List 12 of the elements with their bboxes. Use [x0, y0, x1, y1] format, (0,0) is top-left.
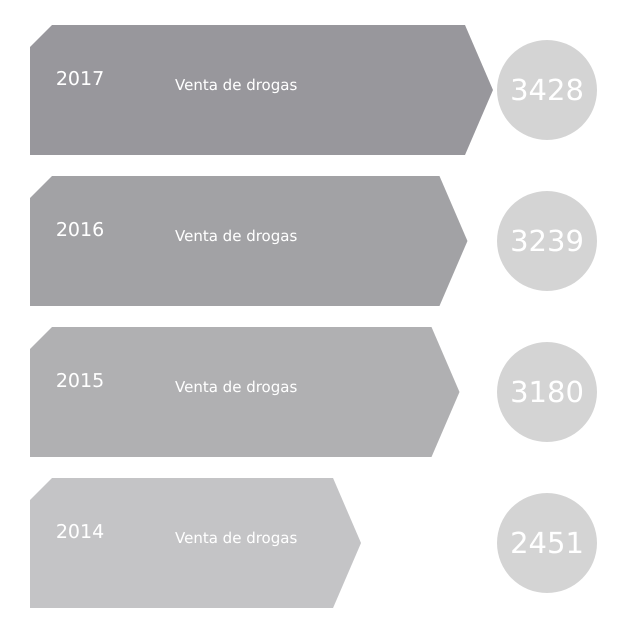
y-tick-label: 2016	[56, 219, 104, 242]
bar	[30, 327, 460, 457]
y-tick-label: 2014	[56, 521, 104, 544]
annotation: Venta de drogas	[175, 378, 298, 396]
bar	[30, 25, 493, 155]
annotation: Venta de drogas	[175, 76, 298, 94]
annotation: Venta de drogas	[175, 529, 298, 548]
bar	[30, 176, 468, 306]
annotation: Venta de drogas	[175, 227, 298, 246]
y-tick-label: 2017	[56, 68, 104, 90]
y-tick-label: 2015	[56, 370, 104, 392]
bar	[30, 478, 362, 608]
